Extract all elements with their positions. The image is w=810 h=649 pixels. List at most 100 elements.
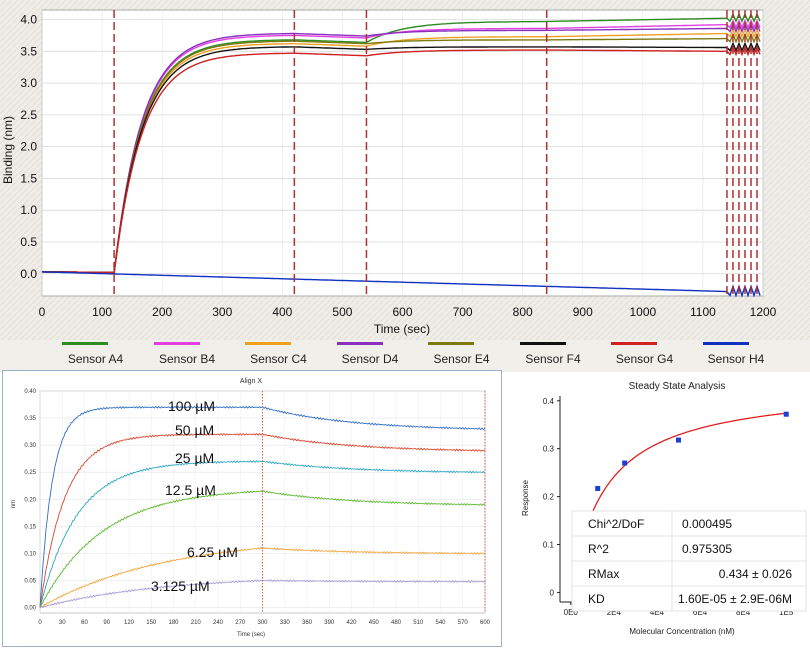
data-point [622, 460, 628, 466]
top-x-tick-label: 800 [513, 305, 533, 319]
top-y-tick-label: 2.5 [20, 108, 37, 122]
top-y-tick-label: 4.0 [20, 13, 37, 27]
top-y-tick-label: 3.0 [20, 76, 37, 90]
legend-swatch [519, 342, 566, 345]
bl-x-tick-label: 600 [480, 620, 491, 626]
legend-item: Sensor C4 [231, 338, 326, 368]
bl-x-axis-label: Time (sec) [237, 632, 265, 638]
legend-swatch [245, 342, 291, 345]
legend-item: Sensor G4 [597, 338, 692, 368]
data-point [676, 437, 681, 443]
br-y-tick-label: 0.2 [543, 493, 555, 502]
bl-x-tick-label: 210 [191, 620, 202, 626]
legend-label: Sensor E4 [433, 352, 490, 366]
bl-y-tick-label: 0.35 [24, 416, 36, 422]
legend-item: Sensor F4 [506, 338, 601, 368]
bl-x-tick-label: 420 [346, 620, 357, 626]
top-x-tick-label: 400 [272, 305, 292, 319]
data-point [783, 411, 789, 417]
steady-state-chart: Steady State Analysis 0 0.1 0.2 0.3 0.4 0E0 2… [521, 381, 807, 636]
fit-param-name: R^2 [588, 542, 609, 556]
fit-param-value: 0.434 ± 0.026 [719, 567, 793, 581]
top-series-line [41, 27, 761, 274]
bl-x-tick-label: 540 [435, 620, 446, 626]
bl-x-tick-label: 480 [391, 620, 402, 626]
top-legend: Sensor A4 Sensor B4 Sensor C4 Sensor D4 Sens… [0, 338, 810, 368]
legend-item: Sensor D4 [323, 338, 418, 368]
top-y-axis-label: Binding (nm) [1, 116, 15, 184]
top-x-tick-label: 500 [332, 305, 352, 319]
top-series-line [41, 41, 761, 274]
legend-swatch [702, 342, 749, 345]
legend-swatch [336, 342, 383, 345]
concentration-label: 100 µM [168, 398, 215, 414]
bl-x-tick-label: 0 [38, 620, 42, 626]
legend-label: Sensor F4 [525, 352, 581, 366]
top-series-line [41, 32, 761, 274]
legend-swatch [611, 342, 657, 345]
bl-x-tick-label: 120 [124, 620, 135, 626]
bl-x-tick-label: 240 [213, 620, 224, 626]
bl-x-tick-label: 450 [369, 620, 380, 626]
bl-x-tick-label: 180 [168, 620, 179, 626]
legend-swatch [153, 342, 200, 345]
fit-param-value: 0.975305 [682, 542, 732, 556]
bl-chart-title: Align X [240, 378, 263, 385]
bl-x-tick-label: 30 [59, 620, 66, 626]
legend-label: Sensor A4 [67, 352, 124, 366]
concentration-label: 50 µM [175, 422, 214, 438]
top-x-tick-label: 0 [39, 305, 46, 319]
top-series-line [41, 45, 761, 274]
br-x-tick-label: 2E4 [607, 608, 622, 617]
bl-y-tick-label: 0.20 [24, 497, 36, 503]
concentration-label: 3.125 µM [151, 578, 210, 594]
bl-x-tick-label: 390 [324, 620, 335, 626]
legend-label: Sensor H4 [707, 352, 765, 366]
top-x-tick-label: 600 [392, 305, 412, 319]
legend-label: Sensor C4 [250, 352, 307, 366]
top-x-tick-label: 1200 [750, 305, 777, 319]
bl-y-axis-label: nm [11, 500, 17, 508]
bl-x-tick-label: 570 [458, 620, 469, 626]
br-y-axis-label: Response [521, 479, 530, 516]
br-y-tick-label: 0.3 [543, 445, 555, 454]
br-x-tick-label: 8E4 [736, 608, 751, 617]
fit-param-name: KD [588, 592, 605, 606]
bl-x-tick-label: 60 [81, 620, 88, 626]
bl-y-tick-label: 0.05 [24, 579, 36, 585]
data-point [595, 485, 601, 491]
top-x-tick-label: 100 [92, 305, 112, 319]
br-y-tick-label: 0.1 [543, 541, 555, 550]
legend-swatch [62, 342, 108, 345]
br-x-axis-label: Molecular Concentration (nM) [629, 627, 735, 636]
bl-x-tick-label: 300 [257, 620, 268, 626]
legend-item: Sensor H4 [689, 338, 784, 368]
top-x-tick-label: 700 [453, 305, 473, 319]
top-x-tick-label: 1000 [629, 305, 656, 319]
bl-series-line [39, 546, 486, 609]
concentration-label: 25 µM [175, 450, 214, 466]
legend-item: Sensor E4 [414, 338, 509, 368]
bl-x-tick-label: 510 [413, 620, 424, 626]
br-x-tick-label: 1E5 [779, 608, 794, 617]
bl-x-tick-label: 270 [235, 620, 246, 626]
bl-y-tick-label: 0.00 [24, 606, 36, 612]
concentration-series-panel: Align X 0.00 0.05 0.10 0.15 0.20 0.25 0.30 0.35… [2, 370, 502, 647]
top-y-tick-label: 1.5 [20, 171, 37, 185]
top-x-axis-label: Time (sec) [374, 322, 430, 336]
fit-param-value: 0.000495 [682, 517, 732, 531]
concentration-label: 12.5 µM [165, 482, 216, 498]
top-y-tick-label: 2.0 [20, 140, 37, 154]
top-sensorgram-chart: 0.0 0.5 1.0 1.5 2.0 2.5 3.0 3.5 4.0 0 100 200 300 40… [0, 0, 810, 340]
br-x-tick-label: 0E0 [564, 608, 579, 617]
top-y-tick-label: 0.0 [20, 267, 37, 281]
legend-label: Sensor G4 [615, 352, 674, 366]
fit-param-value: 1.60E-05 ± 2.9E-06M [678, 592, 792, 606]
concentration-label: 6.25 µM [187, 544, 238, 560]
top-x-tick-label: 900 [573, 305, 593, 319]
br-x-tick-label: 4E4 [650, 608, 665, 617]
legend-label: Sensor B4 [158, 352, 216, 366]
bl-y-tick-label: 0.30 [24, 443, 36, 449]
bl-y-tick-label: 0.25 [24, 470, 36, 476]
top-series-line [41, 22, 761, 274]
